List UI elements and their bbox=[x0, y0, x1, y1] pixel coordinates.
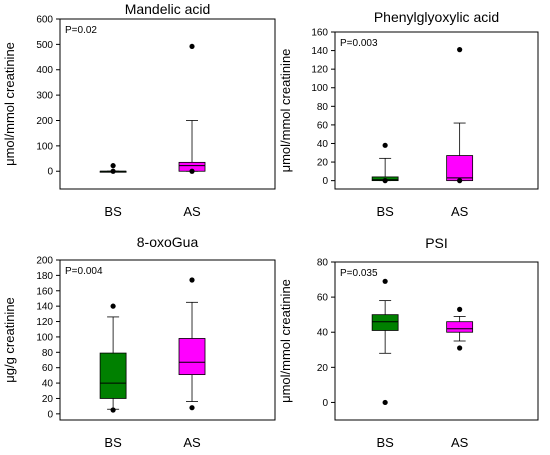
box-bs bbox=[99, 163, 127, 174]
plot-frame bbox=[59, 259, 276, 421]
y-tick-label: 140 bbox=[311, 46, 328, 57]
chart-panel-4: PSI μmol/mmol creatinine 0 20 40 60 80 P=0.035 B… bbox=[278, 235, 539, 450]
outlier-point bbox=[382, 399, 388, 406]
p-value-annotation: P=0.003 bbox=[340, 38, 378, 49]
category-label: BS bbox=[376, 204, 394, 219]
y-tick-label: 600 bbox=[36, 15, 53, 26]
y-tick-label: 20 bbox=[42, 394, 54, 405]
outlier-point bbox=[382, 178, 388, 184]
box-iqr bbox=[99, 352, 127, 399]
outlier-point bbox=[110, 303, 116, 309]
y-tick-label: 120 bbox=[36, 317, 53, 328]
outlier-point bbox=[189, 168, 195, 174]
p-value-annotation: P=0.02 bbox=[65, 25, 97, 36]
box-as bbox=[446, 306, 474, 351]
box-bs bbox=[371, 142, 399, 184]
y-tick-label: 120 bbox=[311, 65, 328, 76]
outlier-point bbox=[457, 47, 463, 53]
y-axis-label: μmol/mmol creatinine bbox=[2, 42, 17, 166]
y-tick-label: 0 bbox=[322, 398, 328, 409]
category-label: AS bbox=[451, 435, 469, 450]
y-tick-label: 40 bbox=[42, 379, 54, 390]
box-bs bbox=[99, 303, 127, 413]
category-label: AS bbox=[183, 204, 201, 219]
y-tick-label: 200 bbox=[36, 256, 53, 267]
outlier-point bbox=[110, 163, 116, 169]
y-tick-label: 100 bbox=[36, 141, 53, 152]
y-tick-label: 80 bbox=[42, 348, 54, 359]
y-tick-label: 0 bbox=[322, 176, 328, 187]
y-tick-label: 60 bbox=[317, 293, 329, 304]
box-iqr bbox=[446, 155, 474, 182]
category-label: BS bbox=[104, 435, 122, 450]
y-axis-label: μmol/mmol creatinine bbox=[278, 279, 293, 403]
outlier-point bbox=[189, 43, 195, 50]
outlier-point bbox=[110, 168, 116, 174]
chart-title: PSI bbox=[425, 235, 448, 251]
y-axis-label: μmol/mmol creatinine bbox=[278, 49, 293, 173]
y-tick-label: 500 bbox=[36, 40, 53, 51]
y-tick-label: 0 bbox=[47, 409, 53, 420]
chart-panel-1: Mandelic acid μmol/mmol creatinine 0 100 200… bbox=[2, 1, 276, 219]
outlier-point bbox=[457, 178, 463, 184]
plot-frame bbox=[334, 261, 539, 421]
outlier-point bbox=[189, 405, 195, 411]
y-tick-label: 20 bbox=[317, 363, 329, 374]
p-value-annotation: P=0.035 bbox=[340, 268, 378, 279]
category-label: BS bbox=[376, 435, 394, 450]
category-label: AS bbox=[451, 204, 469, 219]
chart-title: 8-oxoGua bbox=[137, 234, 199, 250]
outlier-point bbox=[382, 142, 388, 148]
y-tick-label: 100 bbox=[36, 332, 53, 343]
y-tick-label: 40 bbox=[317, 139, 329, 150]
y-tick-label: 0 bbox=[47, 167, 53, 178]
y-tick-label: 80 bbox=[317, 102, 329, 113]
chart-title: Mandelic acid bbox=[125, 1, 211, 17]
y-tick-label: 400 bbox=[36, 65, 53, 76]
y-tick-label: 100 bbox=[311, 83, 328, 94]
plot-frame bbox=[334, 31, 539, 190]
outlier-point bbox=[110, 407, 116, 413]
chart-panel-3: 8-oxoGua μg/g creatinine 0 20 40 60 80 100 120 14… bbox=[2, 234, 276, 450]
plot-frame bbox=[59, 18, 276, 190]
category-label: AS bbox=[183, 435, 201, 450]
y-tick-label: 200 bbox=[36, 116, 53, 127]
y-tick-label: 80 bbox=[317, 258, 329, 269]
outlier-point bbox=[382, 278, 388, 284]
box-iqr bbox=[371, 314, 399, 331]
box-as bbox=[178, 277, 206, 411]
y-tick-label: 140 bbox=[36, 302, 53, 313]
box-as bbox=[178, 43, 206, 174]
outlier-point bbox=[457, 306, 463, 312]
box-bs bbox=[371, 278, 399, 406]
outlier-point bbox=[457, 345, 463, 351]
box-iqr bbox=[446, 321, 474, 333]
y-tick-label: 60 bbox=[317, 120, 329, 131]
y-tick-label: 160 bbox=[36, 286, 53, 297]
chart-panel-2: Phenylglyoxylic acid μmol/mmol creatinine… bbox=[278, 9, 539, 219]
y-tick-label: 160 bbox=[311, 28, 328, 39]
y-tick-label: 60 bbox=[42, 363, 54, 374]
p-value-annotation: P=0.004 bbox=[65, 266, 103, 277]
category-label: BS bbox=[104, 204, 122, 219]
y-tick-label: 180 bbox=[36, 271, 53, 282]
y-axis-label: μg/g creatinine bbox=[2, 297, 17, 383]
box-iqr bbox=[178, 338, 206, 376]
y-tick-label: 300 bbox=[36, 91, 53, 102]
y-tick-label: 40 bbox=[317, 328, 329, 339]
box-as bbox=[446, 47, 474, 184]
chart-title: Phenylglyoxylic acid bbox=[374, 9, 499, 25]
outlier-point bbox=[189, 277, 195, 283]
y-tick-label: 20 bbox=[317, 158, 329, 169]
